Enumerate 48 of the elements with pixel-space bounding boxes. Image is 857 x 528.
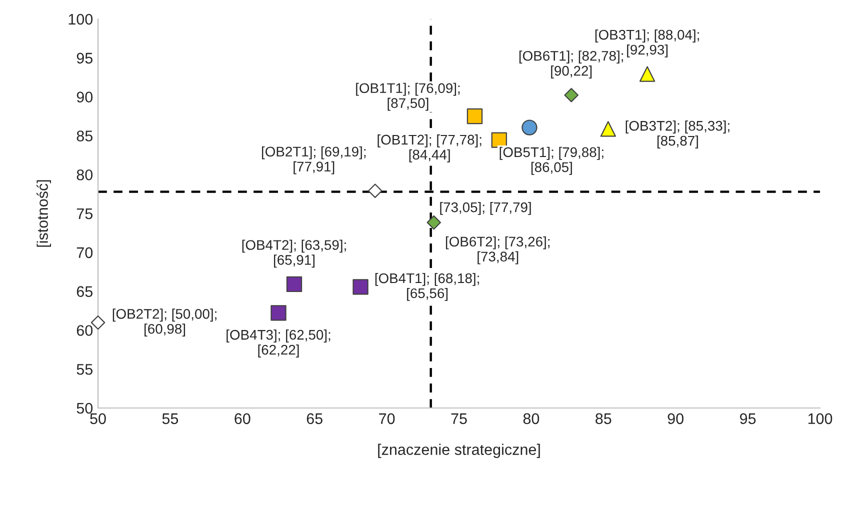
annotation: [73,05]; [77,79] — [440, 202, 531, 215]
point — [600, 121, 616, 137]
data-label: [OB1T2]; [77,78]; [84,44] — [378, 134, 482, 162]
data-label: [OB6T2]; [73,26]; [73,84] — [446, 236, 550, 264]
x-axis-title: [znaczenie strategiczne] — [378, 444, 540, 458]
x-tick-label: 60 — [234, 413, 250, 424]
y-tick-label: 75 — [76, 208, 92, 220]
data-label: [OB4T2]; [63,59]; [65,91] — [242, 240, 346, 268]
x-tick-label: 50 — [90, 413, 106, 424]
x-tick-label: 55 — [162, 413, 178, 424]
y-tick-label: 85 — [76, 130, 92, 142]
y-tick-label: 90 — [76, 92, 93, 102]
point — [491, 132, 507, 148]
x-tick-label: 90 — [668, 413, 684, 424]
data-label: [OB4T1]; [68,18]; [65,56] — [375, 272, 479, 301]
y-tick-label: 80 — [76, 169, 93, 180]
point — [90, 315, 106, 330]
point — [368, 184, 382, 198]
data-label: [OB2T2]; [50,00]; [60,98] — [112, 308, 216, 337]
x-tick-label: 85 — [596, 413, 612, 424]
point — [564, 88, 578, 102]
x-tick-label: 70 — [379, 413, 395, 424]
x-tick-label: 100 — [808, 413, 832, 424]
point — [522, 120, 538, 136]
data-label: [OB3T2]; [85,33]; [85,87] — [626, 120, 730, 148]
y-tick-label: 95 — [76, 52, 92, 64]
x-tick-label: 80 — [523, 413, 540, 424]
data-label: [OB2T1]; [69,19]; [77,91] — [262, 146, 366, 174]
x-tick-label: 65 — [306, 413, 322, 424]
data-label: [OB5T1]; [79,88]; [86,05] — [500, 146, 604, 175]
point — [352, 279, 368, 295]
x-tick-label: 95 — [740, 413, 756, 424]
point — [270, 305, 286, 321]
y-tick-label: 50 — [76, 402, 93, 414]
point — [639, 66, 656, 82]
y-tick-label: 100 — [68, 14, 93, 25]
point — [286, 276, 302, 292]
y-tick-label: 55 — [76, 364, 92, 375]
data-label: [OB6T1]; [82,78]; [90,22] — [519, 50, 623, 78]
x-tick-label: 75 — [451, 413, 467, 424]
y-tick-label: 60 — [76, 325, 93, 336]
data-label: [OB4T3]; [62,50]; [62,22] — [226, 330, 330, 358]
y-tick-label: 70 — [76, 247, 93, 258]
y-axis-title: [istotność] — [36, 180, 51, 247]
y-tick-label: 65 — [76, 286, 92, 297]
point — [466, 108, 483, 124]
point — [426, 215, 442, 230]
data-label: [OB1T1]; [76,09]; [87,50] — [356, 82, 460, 111]
